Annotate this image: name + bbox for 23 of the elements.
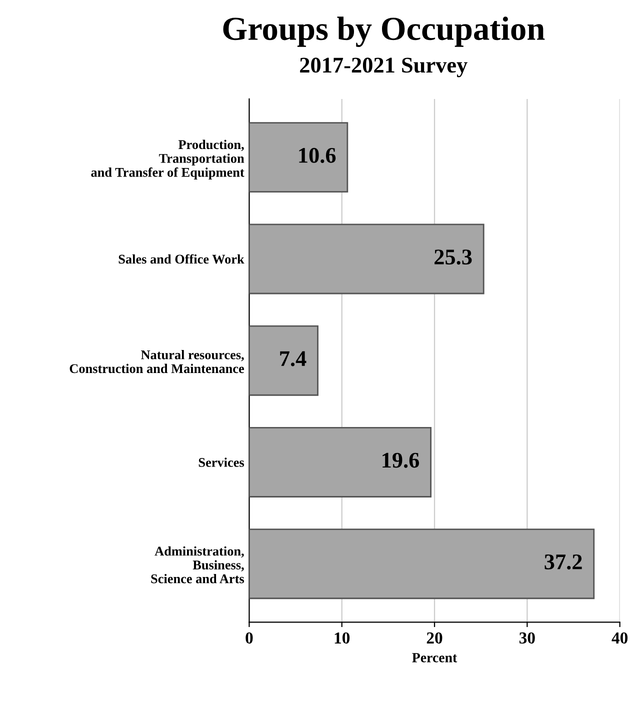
- data-label: 7.4: [280, 351, 306, 366]
- y-tick-label: Natural resources, Construction and Maintenance: [70, 350, 244, 374]
- data-label: 37.2: [544, 554, 582, 570]
- x-tick-label: 40: [612, 632, 628, 644]
- data-label: 25.3: [434, 250, 472, 265]
- y-tick-label: Sales and Office Work: [118, 254, 244, 264]
- data-label: 19.6: [382, 452, 420, 468]
- data-label: 10.6: [299, 148, 336, 163]
- bar: [249, 122, 348, 193]
- x-tick-label: 20: [426, 632, 442, 644]
- x-tick-label: 10: [334, 632, 350, 644]
- chart-subtitle: 2017-2021 Survey: [300, 58, 468, 78]
- bar: [249, 426, 432, 498]
- chart-title: Groups by Occupation: [223, 16, 545, 47]
- bar: [249, 224, 484, 294]
- x-tick-label: 30: [519, 632, 535, 644]
- x-tick-label: 0: [246, 632, 253, 644]
- y-tick-label: Production, Transportation and Transfer of Equipment: [91, 140, 244, 180]
- bar: [249, 528, 595, 600]
- y-tick-label: Services: [198, 458, 244, 467]
- bar: [249, 325, 318, 396]
- y-tick-label: Administration, Business, Science and Arts: [151, 546, 244, 584]
- x-axis-title: Percent: [412, 653, 458, 662]
